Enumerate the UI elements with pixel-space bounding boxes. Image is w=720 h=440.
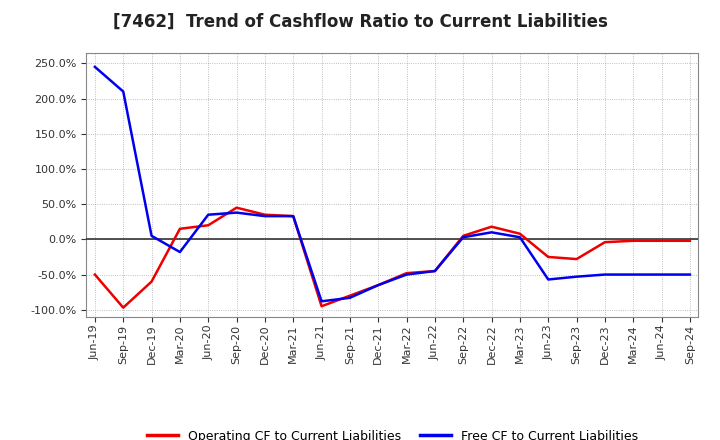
Legend: Operating CF to Current Liabilities, Free CF to Current Liabilities: Operating CF to Current Liabilities, Fre… [142, 425, 643, 440]
Text: [7462]  Trend of Cashflow Ratio to Current Liabilities: [7462] Trend of Cashflow Ratio to Curren… [112, 13, 608, 31]
